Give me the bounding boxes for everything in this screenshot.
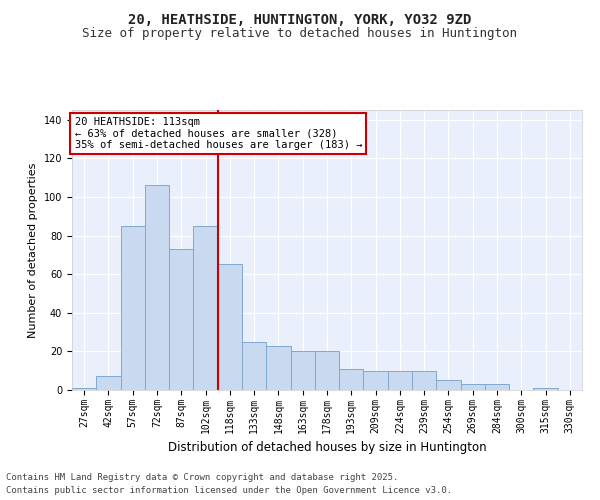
X-axis label: Distribution of detached houses by size in Huntington: Distribution of detached houses by size … bbox=[167, 441, 487, 454]
Bar bbox=[388, 370, 412, 390]
Bar bbox=[533, 388, 558, 390]
Text: Contains public sector information licensed under the Open Government Licence v3: Contains public sector information licen… bbox=[6, 486, 452, 495]
Bar bbox=[242, 342, 266, 390]
Text: 20 HEATHSIDE: 113sqm
← 63% of detached houses are smaller (328)
35% of semi-deta: 20 HEATHSIDE: 113sqm ← 63% of detached h… bbox=[74, 117, 362, 150]
Bar bbox=[364, 370, 388, 390]
Text: Contains HM Land Registry data © Crown copyright and database right 2025.: Contains HM Land Registry data © Crown c… bbox=[6, 474, 398, 482]
Bar bbox=[461, 384, 485, 390]
Bar bbox=[96, 376, 121, 390]
Bar bbox=[290, 352, 315, 390]
Y-axis label: Number of detached properties: Number of detached properties bbox=[28, 162, 38, 338]
Bar bbox=[169, 249, 193, 390]
Bar bbox=[315, 352, 339, 390]
Bar bbox=[72, 388, 96, 390]
Text: Size of property relative to detached houses in Huntington: Size of property relative to detached ho… bbox=[83, 28, 517, 40]
Bar bbox=[436, 380, 461, 390]
Bar bbox=[266, 346, 290, 390]
Bar bbox=[485, 384, 509, 390]
Bar bbox=[193, 226, 218, 390]
Text: 20, HEATHSIDE, HUNTINGTON, YORK, YO32 9ZD: 20, HEATHSIDE, HUNTINGTON, YORK, YO32 9Z… bbox=[128, 12, 472, 26]
Bar bbox=[339, 369, 364, 390]
Bar bbox=[412, 370, 436, 390]
Bar bbox=[218, 264, 242, 390]
Bar bbox=[145, 186, 169, 390]
Bar bbox=[121, 226, 145, 390]
